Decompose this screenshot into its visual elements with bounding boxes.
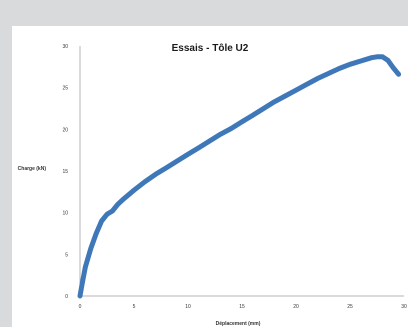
x-tick-label: 20	[293, 304, 299, 310]
y-tick-label: 30	[62, 44, 68, 50]
x-tick-label: 0	[79, 304, 82, 310]
y-axis-title: Charge (kN)	[18, 166, 47, 172]
y-tick-label: 15	[62, 169, 68, 175]
line-chart: Essais - Tôle U2 0 5 10 15 20 25 30 0 5 10 15 20 25…	[18, 43, 407, 327]
x-tick-label: 10	[185, 304, 191, 310]
series-line	[77, 54, 402, 299]
x-tick-label: 25	[347, 304, 353, 310]
x-axis-title: Déplacement (mm)	[216, 321, 261, 327]
chart-title: Essais - Tôle U2	[172, 43, 249, 54]
y-tick-label: 5	[65, 252, 68, 258]
x-tick-label: 5	[133, 304, 136, 310]
x-tick-labels: 0 5 10 15 20 25 30	[79, 304, 407, 310]
y-tick-label: 25	[62, 86, 68, 92]
series-layer	[77, 54, 402, 299]
chart-panel: Essais - Tôle U2 0 5 10 15 20 25 30 0 5 10 15 20 25…	[12, 26, 408, 327]
x-tick-label: 15	[239, 304, 245, 310]
x-tick-label: 30	[401, 304, 407, 310]
axes	[79, 46, 404, 297]
y-tick-label: 0	[65, 294, 68, 300]
y-tick-labels: 0 5 10 15 20 25 30	[62, 44, 68, 300]
y-tick-label: 20	[62, 127, 68, 133]
y-tick-label: 10	[62, 211, 68, 217]
